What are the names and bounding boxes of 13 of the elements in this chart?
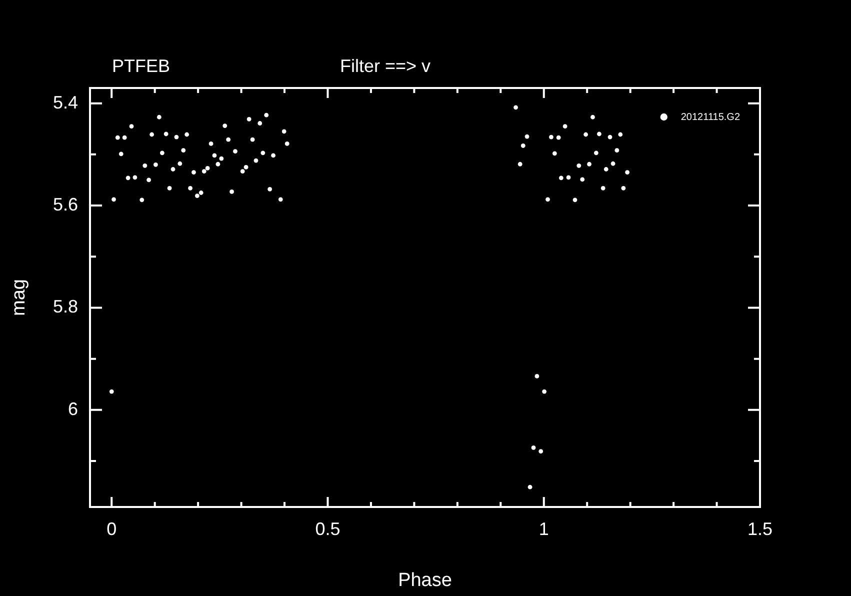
y-tick-label: 5.4 — [52, 92, 78, 112]
x-tick-label: 1 — [538, 518, 549, 539]
y-tick-label: 6 — [68, 398, 78, 419]
x-tick-label: 1.5 — [747, 518, 773, 539]
legend-label: 20121115.G2 — [680, 112, 740, 123]
chart-subtitle: Filter ==> v — [340, 56, 431, 76]
x-axis-title: Phase — [398, 570, 452, 591]
y-tick-label: 5.8 — [52, 296, 78, 317]
x-tick-label: 0.5 — [315, 518, 340, 539]
y-tick-label: 5.6 — [52, 194, 78, 214]
x-tick-label: 0 — [106, 518, 117, 539]
chart-title: PTFEB — [112, 56, 170, 76]
y-axis-title: mag — [8, 279, 30, 316]
